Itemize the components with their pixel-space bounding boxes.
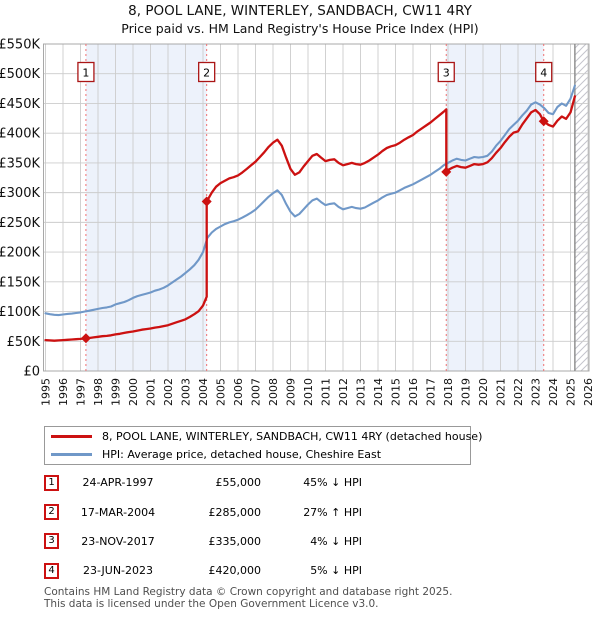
x-axis-label: 1998: [92, 378, 105, 406]
x-axis-label: 2000: [127, 378, 140, 406]
future-hatch: [574, 44, 589, 371]
x-axis-label: 1999: [110, 378, 123, 406]
x-axis-label: 2007: [250, 378, 263, 406]
page-subtitle: Price paid vs. HM Land Registry's House …: [121, 21, 479, 36]
x-axis-label: 2025: [565, 378, 578, 406]
y-axis-label: £450K: [0, 97, 40, 112]
x-axis-label: 2006: [232, 378, 245, 406]
x-axis-label: 2011: [320, 378, 333, 406]
x-axis-label: 2023: [530, 378, 543, 406]
chart-legend: 8, POOL LANE, WINTERLEY, SANDBACH, CW11 …: [44, 426, 482, 465]
x-axis-label: 2024: [547, 378, 560, 406]
transaction-number-badge: 1: [44, 474, 59, 491]
x-axis-label: 2015: [390, 378, 403, 406]
x-axis-label: 2019: [460, 378, 473, 406]
x-axis-label: 2026: [582, 378, 595, 406]
property-price-line: [44, 95, 577, 342]
transaction-price: £420,000: [208, 564, 262, 578]
x-axis-label: 2010: [302, 378, 315, 406]
price-history-chart: 1 2 3 4 £0 £50K £100K £150K £200K £250K £300K £350K…: [0, 38, 595, 406]
x-axis-label: 2012: [337, 378, 350, 406]
transaction-row: 1 24-APR-1997 £55,000 45% ↓ HPI: [44, 468, 384, 497]
x-axis-label: 1997: [75, 378, 88, 406]
x-axis-label: 2018: [442, 378, 455, 406]
x-axis-label: 2014: [372, 378, 385, 406]
license-footer: Contains HM Land Registry data © Crown c…: [44, 586, 453, 610]
sale-marker-box-3: [437, 61, 455, 83]
x-axis-label: 2009: [285, 378, 298, 406]
sale-marker-number: 1: [82, 67, 89, 80]
sale-marker-number: 4: [540, 67, 547, 80]
plot-border: [43, 43, 590, 372]
transaction-price: £335,000: [208, 534, 262, 548]
transaction-hpi-diff: 4% ↓ HPI: [310, 534, 362, 548]
transaction-row: 2 17-MAR-2004 £285,000 27% ↑ HPI: [44, 497, 384, 526]
x-axis-label: 2016: [407, 378, 420, 406]
sale-dot-4: [538, 116, 549, 127]
y-axis-label: £150K: [0, 275, 40, 290]
grid: [43, 43, 589, 372]
page-title: 8, POOL LANE, WINTERLEY, SANDBACH, CW11 …: [128, 3, 472, 19]
x-axis-label: 2002: [162, 378, 175, 406]
y-axis-label: £50K: [7, 335, 41, 350]
x-axis-label: 1996: [57, 378, 70, 406]
x-axis-label: 2022: [512, 378, 525, 406]
transaction-price: £285,000: [208, 505, 262, 519]
x-axis-label: 2020: [477, 378, 490, 406]
transaction-number-badge: 4: [44, 562, 59, 579]
transaction-hpi-diff: 45% ↓ HPI: [303, 476, 362, 490]
y-axis-label: £500K: [0, 67, 40, 82]
transaction-hpi-diff: 27% ↑ HPI: [303, 505, 362, 519]
hpi-line-swatch: [51, 453, 92, 457]
x-axis-label: 2003: [180, 378, 193, 406]
x-axis-label: 2017: [425, 378, 438, 406]
footer-line-2: This data is licensed under the Open Gov…: [44, 597, 379, 610]
y-axis-label: £100K: [0, 305, 40, 320]
transaction-row: 3 23-NOV-2017 £335,000 4% ↓ HPI: [44, 527, 384, 556]
sale-marker-number: 2: [203, 67, 210, 80]
transaction-date: 23-NOV-2017: [81, 534, 155, 548]
y-axis-label: £250K: [0, 216, 40, 231]
y-axis-label: £0: [23, 365, 40, 380]
sale-marker-box-2: [198, 61, 216, 83]
x-axis-label: 2021: [495, 378, 508, 406]
transaction-date: 24-APR-1997: [82, 476, 154, 490]
sale-marker-box-4: [535, 61, 553, 83]
x-axis-label: 2004: [197, 378, 210, 406]
property-line-swatch: [51, 434, 92, 438]
transaction-date: 17-MAR-2004: [80, 505, 156, 519]
transaction-number-badge: 2: [44, 504, 59, 521]
y-axis-label: £550K: [0, 38, 40, 53]
sale-marker-number: 3: [443, 67, 450, 80]
x-axis-label: 1995: [40, 378, 53, 406]
transaction-hpi-diff: 5% ↓ HPI: [310, 564, 362, 578]
transaction-price: £55,000: [215, 476, 262, 490]
sale-dot-3: [441, 166, 452, 177]
transactions-table: 1 24-APR-1997 £55,000 45% ↓ HPI 2 17-MAR…: [44, 468, 384, 586]
x-axis-label: 2001: [145, 378, 158, 406]
transaction-date: 23-JUN-2023: [82, 564, 154, 578]
x-axis-label: 2008: [267, 378, 280, 406]
sale-dot-2: [201, 196, 212, 207]
legend-item-property: 8, POOL LANE, WINTERLEY, SANDBACH, CW11 …: [51, 428, 482, 444]
x-axis-label: 2013: [355, 378, 368, 406]
x-axis-label: 2005: [215, 378, 228, 406]
hpi-line: [44, 84, 576, 317]
sale-marker-box-1: [77, 61, 95, 83]
legend-label-hpi: HPI: Average price, detached house, Ches…: [102, 448, 382, 462]
transaction-number-badge: 3: [44, 533, 59, 550]
y-axis-label: £400K: [0, 127, 40, 142]
transaction-row: 4 23-JUN-2023 £420,000 5% ↓ HPI: [44, 556, 384, 585]
sale-dot-1: [80, 333, 91, 344]
sale-period-bands: [85, 44, 544, 371]
y-axis-label: £200K: [0, 246, 40, 261]
footer-line-1: Contains HM Land Registry data © Crown c…: [44, 586, 453, 598]
legend-item-hpi: HPI: Average price, detached house, Ches…: [51, 447, 470, 463]
legend-label-property: 8, POOL LANE, WINTERLEY, SANDBACH, CW11 …: [102, 429, 483, 443]
y-axis-label: £300K: [0, 186, 40, 201]
y-axis-label: £350K: [0, 156, 40, 171]
